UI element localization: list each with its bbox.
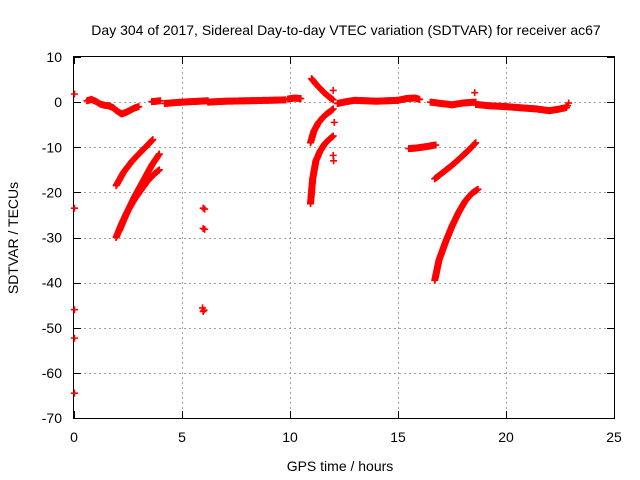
y-tick-label: -10 — [42, 139, 62, 155]
data-point — [199, 204, 207, 212]
data-point — [416, 95, 424, 103]
data-point — [329, 96, 337, 104]
x-tick-label: 15 — [390, 429, 406, 445]
y-tick-label: 10 — [46, 49, 62, 65]
data-point — [156, 97, 164, 105]
data-point — [135, 103, 143, 111]
data-points — [70, 75, 573, 397]
data-point — [472, 139, 480, 147]
x-tick-label: 5 — [178, 429, 186, 445]
x-tick-label: 20 — [498, 429, 514, 445]
y-tick-label: -50 — [42, 320, 62, 336]
plot-frame — [73, 56, 615, 419]
y-tick-label: -20 — [42, 184, 62, 200]
data-point — [70, 204, 78, 212]
chart-title: Day 304 of 2017, Sidereal Day-to-day VTE… — [91, 22, 601, 38]
data-point — [155, 150, 163, 158]
data-point — [471, 89, 479, 97]
data-point — [329, 105, 337, 113]
y-tick-label: -60 — [42, 365, 62, 381]
y-tick-label: -30 — [42, 230, 62, 246]
y-tick-label: 0 — [54, 94, 62, 110]
data-point — [330, 157, 338, 165]
data-point — [200, 306, 208, 314]
data-point — [149, 136, 157, 144]
data-point — [70, 306, 78, 314]
data-point — [432, 141, 440, 149]
data-point — [199, 308, 207, 316]
data-point — [199, 224, 207, 232]
x-tick-label: 0 — [70, 429, 78, 445]
data-point — [297, 95, 305, 103]
y-tick-label: -40 — [42, 275, 62, 291]
data-point — [564, 102, 572, 110]
data-point — [70, 334, 78, 342]
data-point — [329, 86, 337, 94]
data-point — [474, 185, 482, 193]
y-tick-label: -70 — [42, 410, 62, 426]
data-point — [329, 132, 337, 140]
x-tick-label: 25 — [606, 429, 622, 445]
data-point — [201, 205, 209, 213]
x-tick-label: 10 — [282, 429, 298, 445]
data-point — [330, 118, 338, 126]
y-tick-labels: 10 0 -10 -20 -30 -40 -50 -60 -70 — [42, 49, 62, 426]
x-tick-labels: 0 5 10 15 20 25 — [70, 429, 622, 445]
data-point — [201, 225, 209, 233]
data-point — [70, 389, 78, 397]
x-axis-label: GPS time / hours — [287, 458, 394, 474]
axis-ticks — [74, 57, 615, 419]
data-point — [155, 166, 163, 174]
y-axis-label: SDTVAR / TECUs — [5, 182, 21, 294]
data-point — [70, 90, 78, 98]
